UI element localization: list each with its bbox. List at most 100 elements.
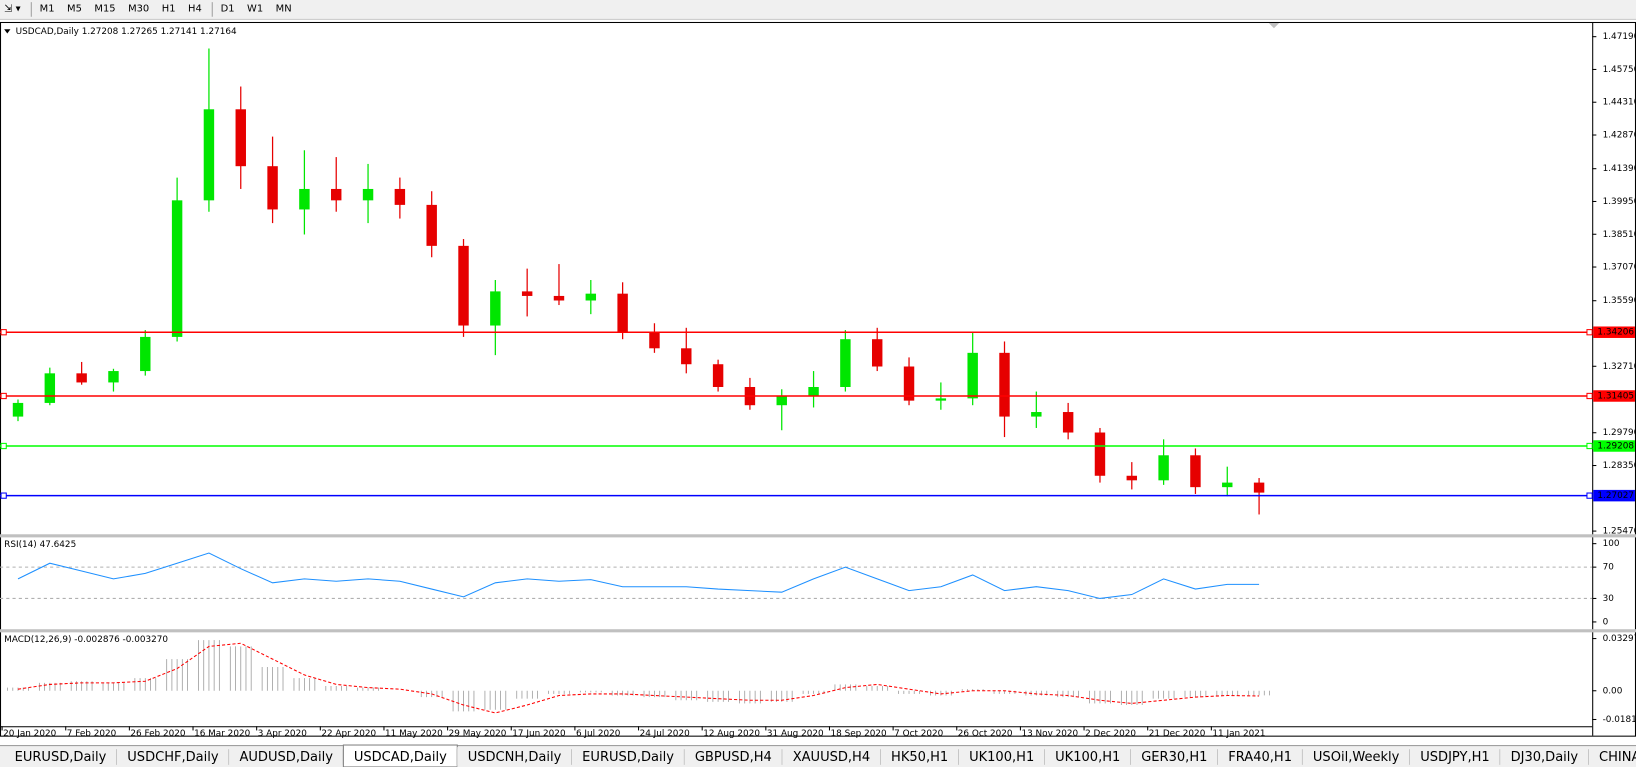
rsi-header: RSI(14) 47.6425 xyxy=(4,540,76,550)
tab-label[interactable]: DJ30,Daily xyxy=(1511,750,1579,765)
y-tick-label: 0.00 xyxy=(1603,686,1623,696)
x-tick-label: 17 Jun 2020 xyxy=(512,729,566,739)
header-arrow xyxy=(4,29,11,34)
tab[interactable] xyxy=(1217,747,1303,767)
tab-label[interactable]: XAUUSD,H4 xyxy=(793,750,870,765)
candle-body xyxy=(171,200,183,337)
timeframe-button[interactable]: D1 xyxy=(221,3,235,14)
chart-header: USDCAD,Daily 1.27208 1.27265 1.27141 1.2… xyxy=(16,27,237,37)
tab[interactable] xyxy=(1130,747,1218,767)
candle-body xyxy=(1094,432,1106,476)
tab-label[interactable]: UK100,H1 xyxy=(1055,750,1120,765)
y-tick-label: 1.39950 xyxy=(1603,197,1636,207)
tab[interactable] xyxy=(116,747,230,767)
timeframe-buttons: M1 M5 M15 M30 H1 H4 D1 W1 MN xyxy=(30,2,292,17)
tab-label[interactable]: FRA40,H1 xyxy=(1228,750,1292,765)
x-tick-label: 11 Jan 2021 xyxy=(1212,729,1265,739)
tab-label[interactable]: CHINA300,H1 xyxy=(1599,750,1636,765)
tab[interactable] xyxy=(229,747,344,767)
tab-label[interactable]: EURUSD,Daily xyxy=(15,750,107,765)
candle-body xyxy=(108,371,119,383)
candle-body xyxy=(1158,455,1169,481)
tab[interactable] xyxy=(1044,747,1131,767)
tab[interactable] xyxy=(457,747,572,767)
pane-separator xyxy=(0,534,1636,538)
candle-body xyxy=(967,352,978,399)
x-tick-label: 24 Jul 2020 xyxy=(640,729,691,739)
tab[interactable] xyxy=(1588,747,1636,767)
timeframe-button[interactable]: W1 xyxy=(247,3,263,14)
timeframe-button[interactable]: M15 xyxy=(94,3,115,14)
y-tick-label: 0.032972 xyxy=(1603,634,1636,644)
candle-body xyxy=(1222,482,1233,488)
y-tick-label: 100 xyxy=(1603,539,1620,549)
tab-label[interactable]: USDJPY,H1 xyxy=(1420,750,1489,765)
level-handle xyxy=(1586,442,1593,450)
tab[interactable] xyxy=(782,747,881,767)
y-tick-label: 1.41390 xyxy=(1603,164,1636,174)
x-tick-label: 16 Mar 2020 xyxy=(194,729,251,739)
timeframe-button[interactable]: M30 xyxy=(128,3,149,14)
level-price-label: 1.31405 xyxy=(1597,391,1634,401)
candle-body xyxy=(840,339,851,387)
y-tick-label: 1.45750 xyxy=(1603,65,1636,75)
tab-label[interactable]: AUDUSD,Daily xyxy=(239,750,333,765)
tab[interactable] xyxy=(880,747,959,767)
candle-body xyxy=(808,386,819,397)
level-handle xyxy=(0,442,7,450)
toolbar-menu-icon[interactable]: ⇲ ▾ xyxy=(4,3,20,14)
x-tick-label: 13 Nov 2020 xyxy=(1021,729,1078,739)
timeframe-button[interactable]: H4 xyxy=(188,3,202,14)
x-tick-label: 7 Oct 2020 xyxy=(894,729,943,739)
candle-body xyxy=(140,336,151,372)
timeframe-button[interactable]: M1 xyxy=(40,3,55,14)
candle-body xyxy=(871,339,883,367)
y-tick-label: 0 xyxy=(1603,617,1609,627)
candle-body xyxy=(585,293,597,301)
timeframe-button[interactable]: M5 xyxy=(67,3,82,14)
tab-label[interactable]: GER30,H1 xyxy=(1141,750,1207,765)
candle-body xyxy=(681,348,692,365)
tab[interactable] xyxy=(1500,747,1589,767)
timeframe-button[interactable]: H1 xyxy=(162,3,176,14)
plot-area: 1.47190 1.45750 1.44310 1.42870 1.41390 1.399… xyxy=(0,32,1636,739)
tab[interactable] xyxy=(684,747,783,767)
candle-body xyxy=(235,109,246,167)
symbol-tabs: EURUSD,Daily USDCHF,Daily AUDUSD,Daily USDC… xyxy=(4,744,1636,767)
level-handle xyxy=(0,492,7,499)
tab[interactable] xyxy=(1302,747,1410,767)
tab-label[interactable]: UK100,H1 xyxy=(969,750,1034,765)
level-handle xyxy=(1586,492,1593,499)
y-tick-label: 1.28350 xyxy=(1603,461,1636,471)
tab-label[interactable]: USOil,Weekly xyxy=(1313,750,1400,765)
toolbar xyxy=(0,0,1636,20)
timeframe-button[interactable]: MN xyxy=(276,3,292,14)
macd-signal-line xyxy=(17,642,1260,714)
tab-label[interactable]: USDCNH,Daily xyxy=(468,750,562,765)
tab[interactable] xyxy=(571,747,685,767)
candle-body xyxy=(649,332,660,349)
tab-label[interactable]: USDCHF,Daily xyxy=(127,750,219,765)
tab-label[interactable]: USDCAD,Daily xyxy=(354,750,447,765)
level-handle xyxy=(0,392,7,400)
candle-body xyxy=(903,366,915,401)
pane-separator xyxy=(0,629,1636,633)
tab[interactable] xyxy=(958,747,1045,767)
y-tick-label: 70 xyxy=(1603,563,1615,573)
level-price-label: 1.27027 xyxy=(1597,491,1634,501)
level-handle xyxy=(0,329,7,336)
tab[interactable] xyxy=(4,747,117,767)
candle-body xyxy=(1126,475,1138,481)
candle-body xyxy=(203,109,215,201)
tab-label[interactable]: HK50,H1 xyxy=(891,750,948,765)
tab[interactable] xyxy=(1409,747,1501,767)
x-tick-label: 2 Dec 2020 xyxy=(1085,729,1136,739)
level-price-box xyxy=(1593,440,1635,452)
tab-label[interactable]: EURUSD,Daily xyxy=(582,750,674,765)
level-handle xyxy=(1586,392,1593,400)
tab-label[interactable]: GBPUSD,H4 xyxy=(695,750,772,765)
level-price-label: 1.29208 xyxy=(1597,441,1634,451)
macd-header: MACD(12,26,9) -0.002876 -0.003270 xyxy=(4,635,168,645)
y-tick-label: 1.38510 xyxy=(1603,230,1636,240)
